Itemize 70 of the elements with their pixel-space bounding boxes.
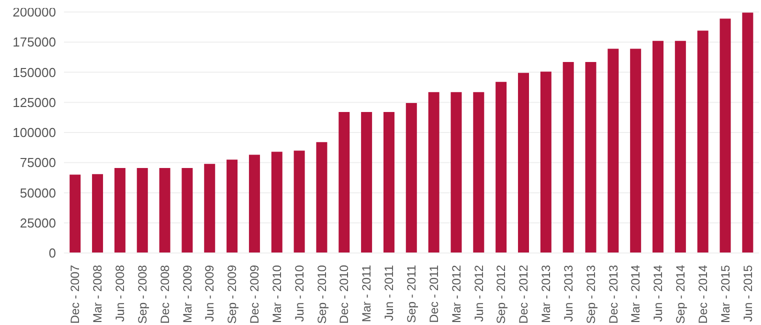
bar (674, 40, 686, 253)
bar (406, 102, 417, 253)
bar (496, 82, 507, 253)
bar (294, 150, 305, 253)
bar (92, 174, 104, 253)
bar (630, 48, 642, 253)
x-tick-label: Dec - 2008 (158, 264, 172, 324)
x-tick-label: Mar - 2010 (270, 264, 284, 324)
bar (540, 72, 552, 253)
bar (383, 112, 394, 253)
x-tick-label: Sep - 2010 (314, 264, 329, 324)
bar (562, 62, 574, 253)
bar (450, 92, 462, 253)
y-tick-label: 100000 (12, 125, 56, 140)
bar (70, 174, 81, 253)
y-tick-label: 75000 (20, 155, 56, 170)
bar (518, 72, 529, 253)
bar (136, 168, 148, 253)
bar (361, 112, 372, 253)
x-tick-label: Sep - 2012 (494, 264, 508, 324)
x-tick-label: Dec - 2011 (426, 264, 441, 323)
x-tick-label: Dec - 2007 (68, 264, 82, 324)
x-tick-label: Mar - 2013 (539, 264, 554, 324)
bar (473, 92, 484, 253)
bar (316, 142, 328, 253)
bar (204, 164, 216, 253)
x-tick-label: Sep - 2009 (225, 264, 240, 324)
x-tick-label: Mar - 2011 (360, 264, 374, 322)
x-tick-label: Jun - 2012 (472, 264, 486, 322)
x-tick-label: Sep - 2011 (404, 264, 418, 323)
bar (720, 18, 731, 253)
x-tick-label: Mar - 2014 (628, 264, 643, 324)
bar (608, 48, 619, 253)
x-tick-label: Jun - 2010 (292, 264, 306, 322)
x-tick-label: Dec - 2009 (248, 264, 262, 324)
bar (338, 112, 350, 253)
y-tick-label: 150000 (12, 64, 56, 80)
x-tick-label: Sep - 2008 (135, 264, 150, 324)
x-tick-label: Mar - 2008 (90, 264, 105, 324)
x-tick-label: Sep - 2014 (674, 264, 688, 324)
x-tick-label: Dec - 2014 (696, 264, 710, 324)
bar (697, 30, 708, 253)
bar (114, 168, 126, 253)
bar (585, 62, 596, 253)
bar (428, 92, 440, 253)
x-tick-label: Jun - 2011 (382, 264, 396, 321)
x-tick-label: Jun - 2015 (740, 264, 755, 322)
bar (159, 168, 170, 253)
bar (271, 152, 282, 253)
x-tick-label: Mar - 2009 (180, 264, 194, 324)
bar (742, 12, 754, 253)
y-tick-label: 125000 (12, 94, 56, 110)
y-tick-label: 25000 (20, 215, 56, 230)
bar (248, 154, 260, 253)
x-tick-label: Mar - 2012 (449, 264, 464, 324)
bar (652, 40, 664, 253)
bar (226, 160, 238, 253)
y-tick-label: 0 (48, 246, 56, 261)
bar (182, 168, 193, 253)
x-tick-label: Dec - 2012 (516, 264, 531, 324)
x-tick-label: Jun - 2014 (651, 264, 666, 322)
y-tick-label: 50000 (20, 185, 56, 200)
x-tick-label: Jun - 2009 (202, 264, 217, 322)
x-tick-label: Jun - 2013 (561, 264, 576, 322)
x-tick-label: Dec - 2013 (606, 264, 620, 324)
x-tick-label: Jun - 2008 (113, 264, 128, 322)
y-tick-label: 175000 (12, 34, 56, 50)
x-tick-label: Mar - 2015 (718, 264, 732, 324)
x-tick-label: Dec - 2010 (337, 264, 352, 324)
x-tick-label: Sep - 2013 (584, 264, 598, 324)
